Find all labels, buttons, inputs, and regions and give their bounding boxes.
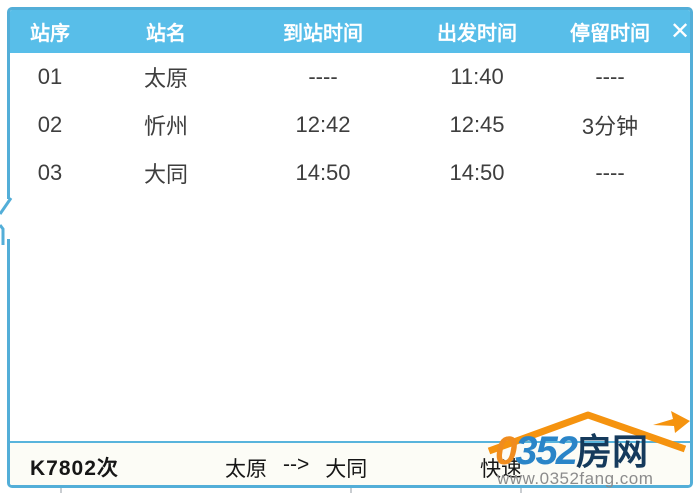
- watermark-url: www.0352fang.com: [497, 469, 654, 488]
- cell-station: 大同: [143, 162, 188, 187]
- cell-depart: 11:40: [450, 64, 504, 89]
- brand-zero: 0: [495, 429, 517, 473]
- cell-arrive: 14:50: [295, 160, 351, 185]
- train-type: 快速: [480, 458, 522, 481]
- col-header-seq: 站序: [30, 23, 70, 45]
- watermark-logo: 0352房网 www.0352fang.com: [485, 409, 700, 491]
- cell-station: 忻州: [143, 114, 188, 139]
- route-from: 太原: [225, 458, 267, 481]
- cell-depart: 12:45: [449, 112, 505, 137]
- brand-suffix: 房网: [576, 431, 649, 472]
- table-row: 03 大同 14:50 14:50 ----: [10, 149, 690, 197]
- table-row: 01 太原 ---- 11:40 ----: [10, 53, 690, 101]
- table-header: 站序 站名 到站时间 出发时间 停留时间 ✕: [10, 10, 690, 53]
- route-to: 大同: [325, 458, 368, 481]
- col-header-depart: 出发时间: [437, 23, 517, 45]
- col-header-station: 站名: [146, 23, 186, 45]
- cell-stop: 3分钟: [581, 114, 639, 139]
- cell-stop: ----: [595, 64, 625, 89]
- map-tick: [350, 488, 352, 493]
- map-tick: [520, 488, 522, 493]
- col-header-stop: 停留时间: [570, 23, 650, 45]
- cell-arrive: ----: [308, 64, 338, 89]
- train-info-popup: 站序 站名 到站时间 出发时间 停留时间 ✕ 01 太原 ---- 11:40 …: [7, 7, 693, 488]
- brand-text: 0352房网: [495, 431, 648, 471]
- col-header-arrive: 到站时间: [283, 23, 363, 45]
- cell-seq: 01: [37, 64, 63, 89]
- cell-station: 太原: [143, 66, 188, 91]
- cell-depart: 14:50: [449, 160, 505, 185]
- cell-stop: ----: [595, 160, 625, 185]
- route-arrow-icon: -->: [283, 453, 310, 476]
- close-icon[interactable]: ✕: [670, 17, 691, 45]
- cell-seq: 02: [37, 112, 63, 137]
- route: 太原 --> 大同: [225, 453, 367, 483]
- map-tick: [60, 488, 62, 493]
- cell-arrive: 12:42: [295, 112, 351, 137]
- brand-digits: 352: [515, 429, 578, 473]
- summary-bar: K7802次 太原 --> 大同 快速: [10, 441, 690, 485]
- table-row: 02 忻州 12:42 12:45 3分钟: [10, 101, 690, 149]
- train-number: K7802次: [30, 457, 119, 480]
- cell-seq: 03: [37, 160, 63, 185]
- roof-icon: [487, 411, 690, 455]
- empty-area: [10, 197, 690, 441]
